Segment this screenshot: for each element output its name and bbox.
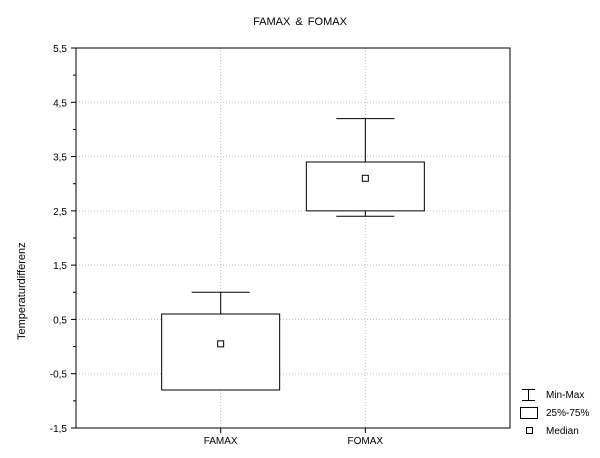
box-famax [161, 291, 281, 391]
y-tick-label: 3,5 [53, 153, 67, 164]
median-marker [217, 340, 225, 348]
minmax-symbol-icon [518, 388, 540, 402]
y-tick-label: 0,5 [53, 315, 67, 326]
y-tick-label: 2,5 [53, 207, 67, 218]
box-symbol-icon [518, 406, 540, 420]
iqr-box [305, 161, 425, 212]
y-tick-label: -1,5 [50, 424, 68, 435]
median-symbol-icon [518, 424, 540, 438]
chart-title: FAMAX & FOMAX [253, 16, 347, 28]
x-tick-label: FOMAX [348, 436, 384, 447]
median-marker [361, 174, 369, 182]
y-tick-label: -0,5 [50, 370, 68, 381]
legend-item-median: Median [518, 422, 589, 440]
legend-label-box: 25%-75% [546, 407, 590, 419]
legend-item-box: 25%-75% [518, 404, 589, 422]
legend-label-minmax: Min-Max [546, 389, 585, 401]
x-tick-label: FAMAX [204, 436, 238, 447]
legend-item-minmax: Min-Max [518, 386, 589, 404]
y-tick-label: 1,5 [53, 261, 67, 272]
iqr-box [161, 313, 281, 391]
y-tick-label: 4,5 [53, 98, 67, 109]
legend-label-median: Median [546, 425, 579, 437]
plot-frame [75, 47, 511, 429]
legend: Min-Max 25%-75% Median [518, 386, 589, 440]
box-fomax [305, 118, 425, 217]
y-tick-label: 5,5 [53, 44, 67, 55]
y-axis-label: Temperaturdifferenz [16, 242, 28, 340]
